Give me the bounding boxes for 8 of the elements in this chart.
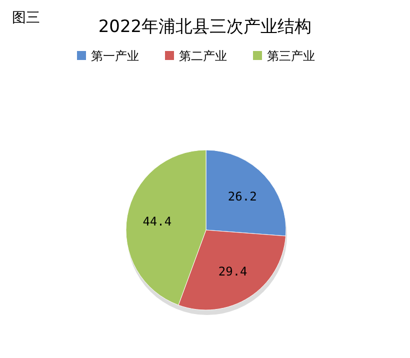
data-label: 29.4 <box>218 264 248 279</box>
chart-title: 2022年浦北县三次产业结构 <box>98 17 312 37</box>
data-label: 44.4 <box>142 214 172 228</box>
text: 图三 <box>12 10 40 26</box>
data-label: 26.2 <box>228 189 257 204</box>
legend-label: 第二产业 <box>179 49 227 63</box>
legend-label: 第一产业 <box>91 49 139 63</box>
legend-label: 第三产业 <box>267 49 315 63</box>
